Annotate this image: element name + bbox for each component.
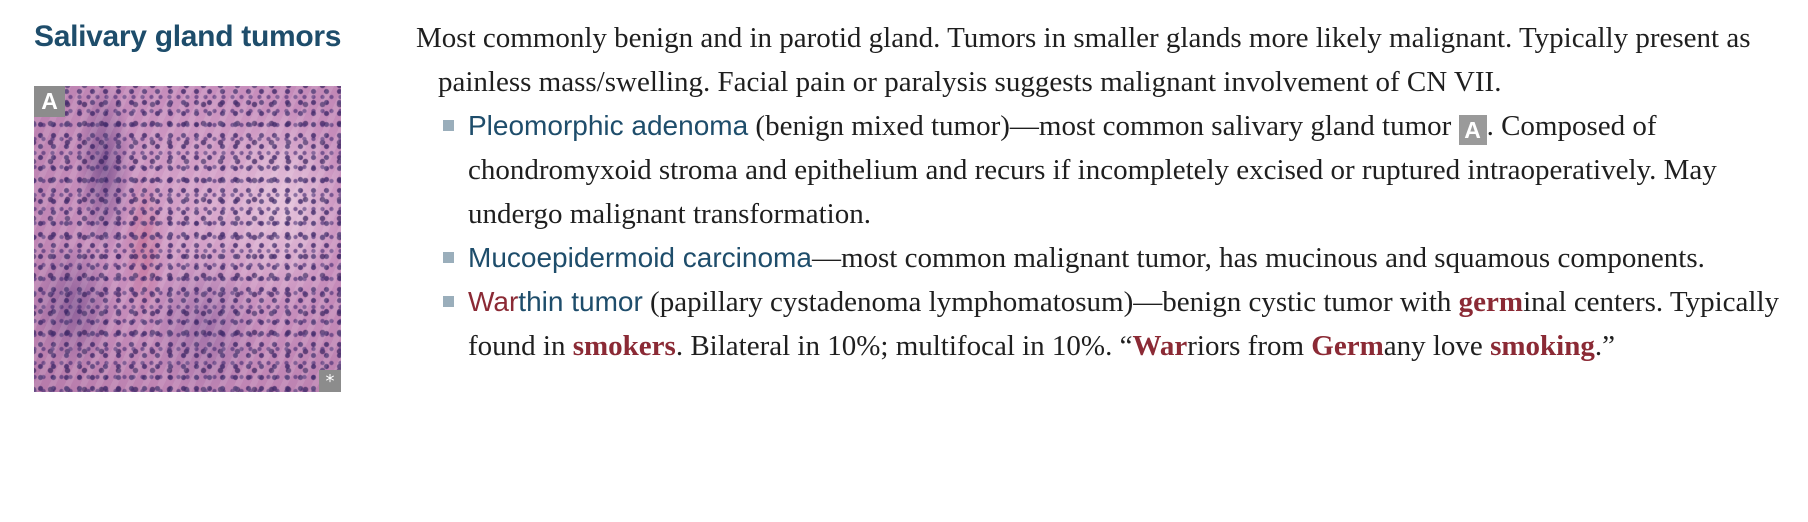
warthin-text-4: riors from <box>1187 330 1312 362</box>
figure-reference-a: A <box>1458 115 1487 145</box>
warthin-text-1: (papillary cystadenoma lymphomatosum)—be… <box>642 286 1459 318</box>
mnemonic-germany: Germ <box>1311 330 1384 362</box>
mnemonic-smokers: smokers <box>572 330 676 362</box>
bullet-icon <box>443 252 454 263</box>
mnemonic-war: War <box>1132 330 1188 362</box>
term-warthin-rest: thin tumor <box>518 286 643 317</box>
term-mucoepidermoid-carcinoma: Mucoepidermoid carcinoma <box>468 242 812 273</box>
figure-corner-mark: * <box>319 370 341 392</box>
mnemonic-smoking: smoking <box>1490 330 1595 362</box>
section-title: Salivary gland tumors <box>34 20 342 53</box>
intro-paragraph: Most commonly benign and in parotid glan… <box>416 22 1751 98</box>
list-item-warthin-tumor: Warthin tumor (papillary cystadenoma lym… <box>416 280 1796 368</box>
figure-label: A <box>34 86 65 117</box>
warthin-text-5: any love <box>1383 330 1491 362</box>
warthin-text-3: . Bilateral in 10%; multifocal in 10%. “ <box>675 330 1133 362</box>
term-pleomorphic-adenoma: Pleomorphic adenoma <box>468 110 749 141</box>
list-item-mucoepidermoid-carcinoma: Mucoepidermoid carcinoma—most common mal… <box>416 236 1796 280</box>
bullet-icon <box>443 120 454 131</box>
bullet-icon <box>443 296 454 307</box>
term-warthin-mnemonic-war: War <box>468 286 519 317</box>
histology-texture <box>34 86 341 392</box>
mucoepidermoid-text: —most common malignant tumor, has mucino… <box>811 242 1705 274</box>
list-item-pleomorphic-adenoma: Pleomorphic adenoma (benign mixed tumor)… <box>416 104 1796 236</box>
mnemonic-germ: germ <box>1458 286 1524 318</box>
warthin-text-2: inal centers. Typically found in <box>468 286 1780 362</box>
pleomorphic-text-2: . Composed of chondromyxoid stroma and e… <box>468 110 1717 230</box>
histology-image: A * <box>34 86 341 392</box>
warthin-text-6: .” <box>1594 330 1615 362</box>
content-body: Most commonly benign and in parotid glan… <box>416 16 1796 368</box>
pleomorphic-text-1: (benign mixed tumor)—most common salivar… <box>748 110 1459 142</box>
histology-streaks <box>34 86 341 392</box>
